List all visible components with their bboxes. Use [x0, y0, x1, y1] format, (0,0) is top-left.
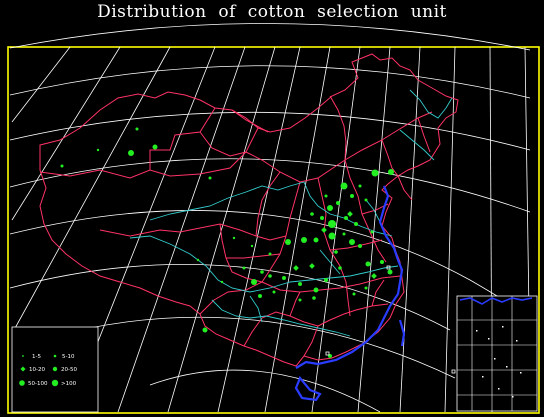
point — [320, 216, 324, 220]
point-diamond — [347, 211, 353, 217]
point — [196, 258, 200, 262]
point — [349, 239, 355, 245]
point — [365, 261, 371, 267]
point — [258, 294, 262, 298]
point — [313, 237, 319, 243]
point — [298, 298, 302, 302]
point — [251, 279, 257, 285]
point — [328, 220, 336, 228]
point — [350, 194, 354, 198]
legend-label-10-20: 10-20 — [29, 367, 45, 373]
point — [250, 244, 254, 248]
city-markers — [325, 265, 456, 374]
point-diamond — [371, 273, 377, 279]
point — [135, 127, 139, 131]
point — [352, 292, 356, 296]
legend-symbol-5-10 — [53, 354, 57, 358]
map-frame — [7, 46, 540, 414]
point — [327, 205, 333, 211]
point — [128, 150, 134, 156]
point — [301, 237, 307, 243]
point — [380, 260, 384, 264]
yangtze-river — [129, 235, 399, 293]
point — [232, 236, 236, 240]
point — [342, 232, 346, 236]
point — [338, 266, 342, 270]
point — [340, 182, 348, 190]
legend-label-over-100: >100 — [61, 381, 77, 387]
legend-symbol-1-5 — [22, 355, 24, 357]
legend-label-50-100: 50-100 — [28, 381, 48, 387]
point — [310, 212, 314, 216]
point-diamond — [309, 263, 315, 269]
point-diamond — [321, 227, 327, 233]
point — [336, 201, 340, 205]
point — [388, 169, 394, 175]
point — [298, 282, 302, 286]
legend-symbol-over-100 — [51, 379, 59, 387]
point — [324, 278, 328, 282]
point — [268, 274, 272, 278]
point — [285, 239, 291, 245]
point — [354, 222, 358, 226]
point — [371, 169, 379, 177]
point — [364, 286, 368, 290]
legend-label-5-10: 5-10 — [62, 354, 75, 360]
point — [358, 244, 362, 248]
point — [334, 250, 338, 254]
legend-label-1-5: 1-5 — [32, 354, 41, 360]
point — [282, 276, 286, 280]
point — [364, 198, 368, 202]
map-title: Distribution of cotton selection unit — [97, 2, 447, 22]
china-outline — [39, 53, 459, 367]
point — [242, 266, 246, 270]
point — [313, 287, 319, 293]
yellow-river — [149, 181, 393, 237]
cotton-unit-points — [60, 127, 394, 358]
south-china-sea-inset — [456, 295, 538, 412]
point — [344, 216, 348, 220]
point — [324, 194, 328, 198]
point — [387, 269, 393, 275]
point — [60, 164, 64, 168]
point — [96, 148, 100, 152]
legend-label-20-50: 20-50 — [61, 367, 77, 373]
point — [358, 184, 362, 188]
province-borders — [39, 53, 459, 367]
coastline — [294, 185, 406, 402]
legend-symbol-20-50 — [52, 366, 58, 372]
point — [208, 176, 212, 180]
point — [260, 270, 264, 274]
point — [152, 144, 158, 150]
point — [272, 290, 276, 294]
point — [370, 230, 374, 234]
point — [202, 327, 208, 333]
rivers — [129, 89, 453, 337]
point — [312, 296, 316, 300]
graticule — [9, 23, 531, 413]
point — [328, 232, 336, 240]
point-diamond — [293, 265, 299, 271]
map-legend: 1-5 5-10 10-20 20-50 50-100 >100 — [11, 326, 99, 413]
point — [220, 280, 224, 284]
legend-symbol-50-100 — [19, 380, 25, 386]
point — [268, 252, 272, 256]
